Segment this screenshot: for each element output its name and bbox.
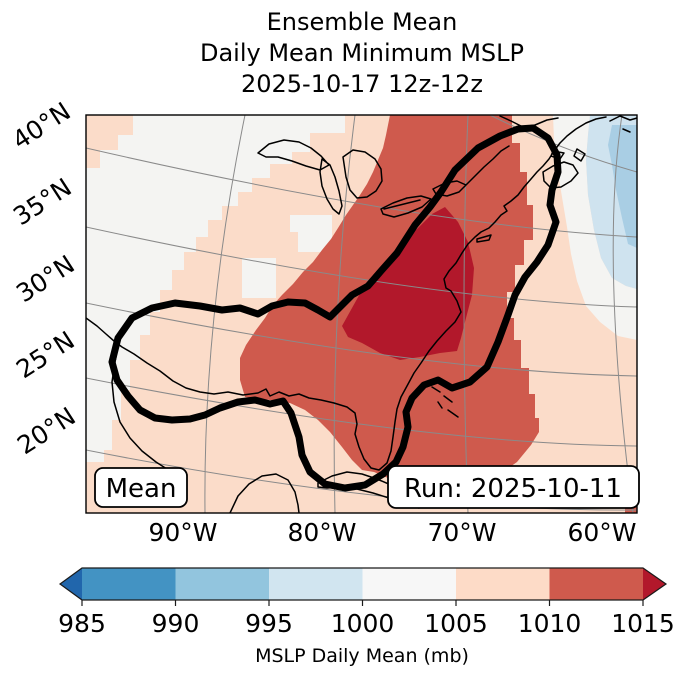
fill-1000-1005-patch-a: [290, 215, 332, 252]
title-line-1: Ensemble Mean: [267, 8, 458, 36]
longitude-axis-labels: 90°W 80°W 70°W 60°W: [148, 518, 636, 547]
latitude-axis-labels: 40°N 35°N 30°N 25°N 20°N: [7, 97, 81, 461]
lon-tick-label: 60°W: [567, 518, 636, 547]
ensemble-contour: [108, 124, 562, 492]
fill-1000-1005-patch-b: [242, 258, 276, 298]
run-annotation: Run: 2025-10-11: [387, 465, 640, 509]
title-line-2: Daily Mean Minimum MSLP: [200, 39, 524, 67]
run-box-label: Run: 2025-10-11: [404, 474, 622, 504]
fill-1000-1005-northeast: [553, 115, 637, 340]
lon-tick-label: 80°W: [287, 518, 356, 547]
colorbar: 985 990 995 1000 1005 1010 1015: [58, 567, 675, 638]
colorbar-tick-label: 1015: [611, 609, 675, 638]
lat-tick-label: 40°N: [7, 97, 76, 156]
map-canvas: [86, 115, 637, 513]
colorbar-axis-label: MSLP Daily Mean (mb): [255, 645, 469, 667]
lat-tick-label: 30°N: [11, 250, 80, 309]
colorbar-tick-label: 985: [58, 609, 106, 638]
run-box: [387, 465, 640, 509]
lon-tick-label: 70°W: [427, 518, 496, 547]
colorbar-segment: [269, 568, 363, 600]
lat-tick-label: 35°N: [8, 173, 77, 232]
colorbar-segment: [549, 568, 643, 600]
colorbar-left-arrow: [60, 568, 82, 600]
mean-box: [94, 467, 188, 508]
colorbar-tick-label: 990: [152, 609, 200, 638]
colorbar-segment: [456, 568, 550, 600]
lat-tick-label: 20°N: [12, 402, 81, 461]
colorbar-segment: [175, 568, 269, 600]
title-line-3: 2025-10-17 12z-12z: [241, 70, 483, 98]
lat-tick-label: 25°N: [11, 326, 80, 385]
colorbar-tick-label: 1005: [424, 609, 488, 638]
colorbar-tick-label: 995: [245, 609, 293, 638]
colorbar-right-arrow: [643, 568, 666, 600]
fill-gt-1015-core: [342, 207, 474, 360]
fill-990-995-patch: [608, 125, 637, 248]
coastlines: [86, 115, 637, 513]
lon-tick-label: 90°W: [148, 518, 217, 547]
colorbar-segment: [362, 568, 456, 600]
mean-annotation: Mean: [94, 467, 188, 508]
mean-box-label: Mean: [106, 474, 177, 504]
colorbar-tick-label: 1000: [331, 609, 395, 638]
map-border: [85, 114, 638, 514]
colorbar-tick-label: 1010: [518, 609, 582, 638]
fill-1000-1005-northwest: [86, 115, 345, 462]
colorbar-segment: [82, 568, 176, 600]
